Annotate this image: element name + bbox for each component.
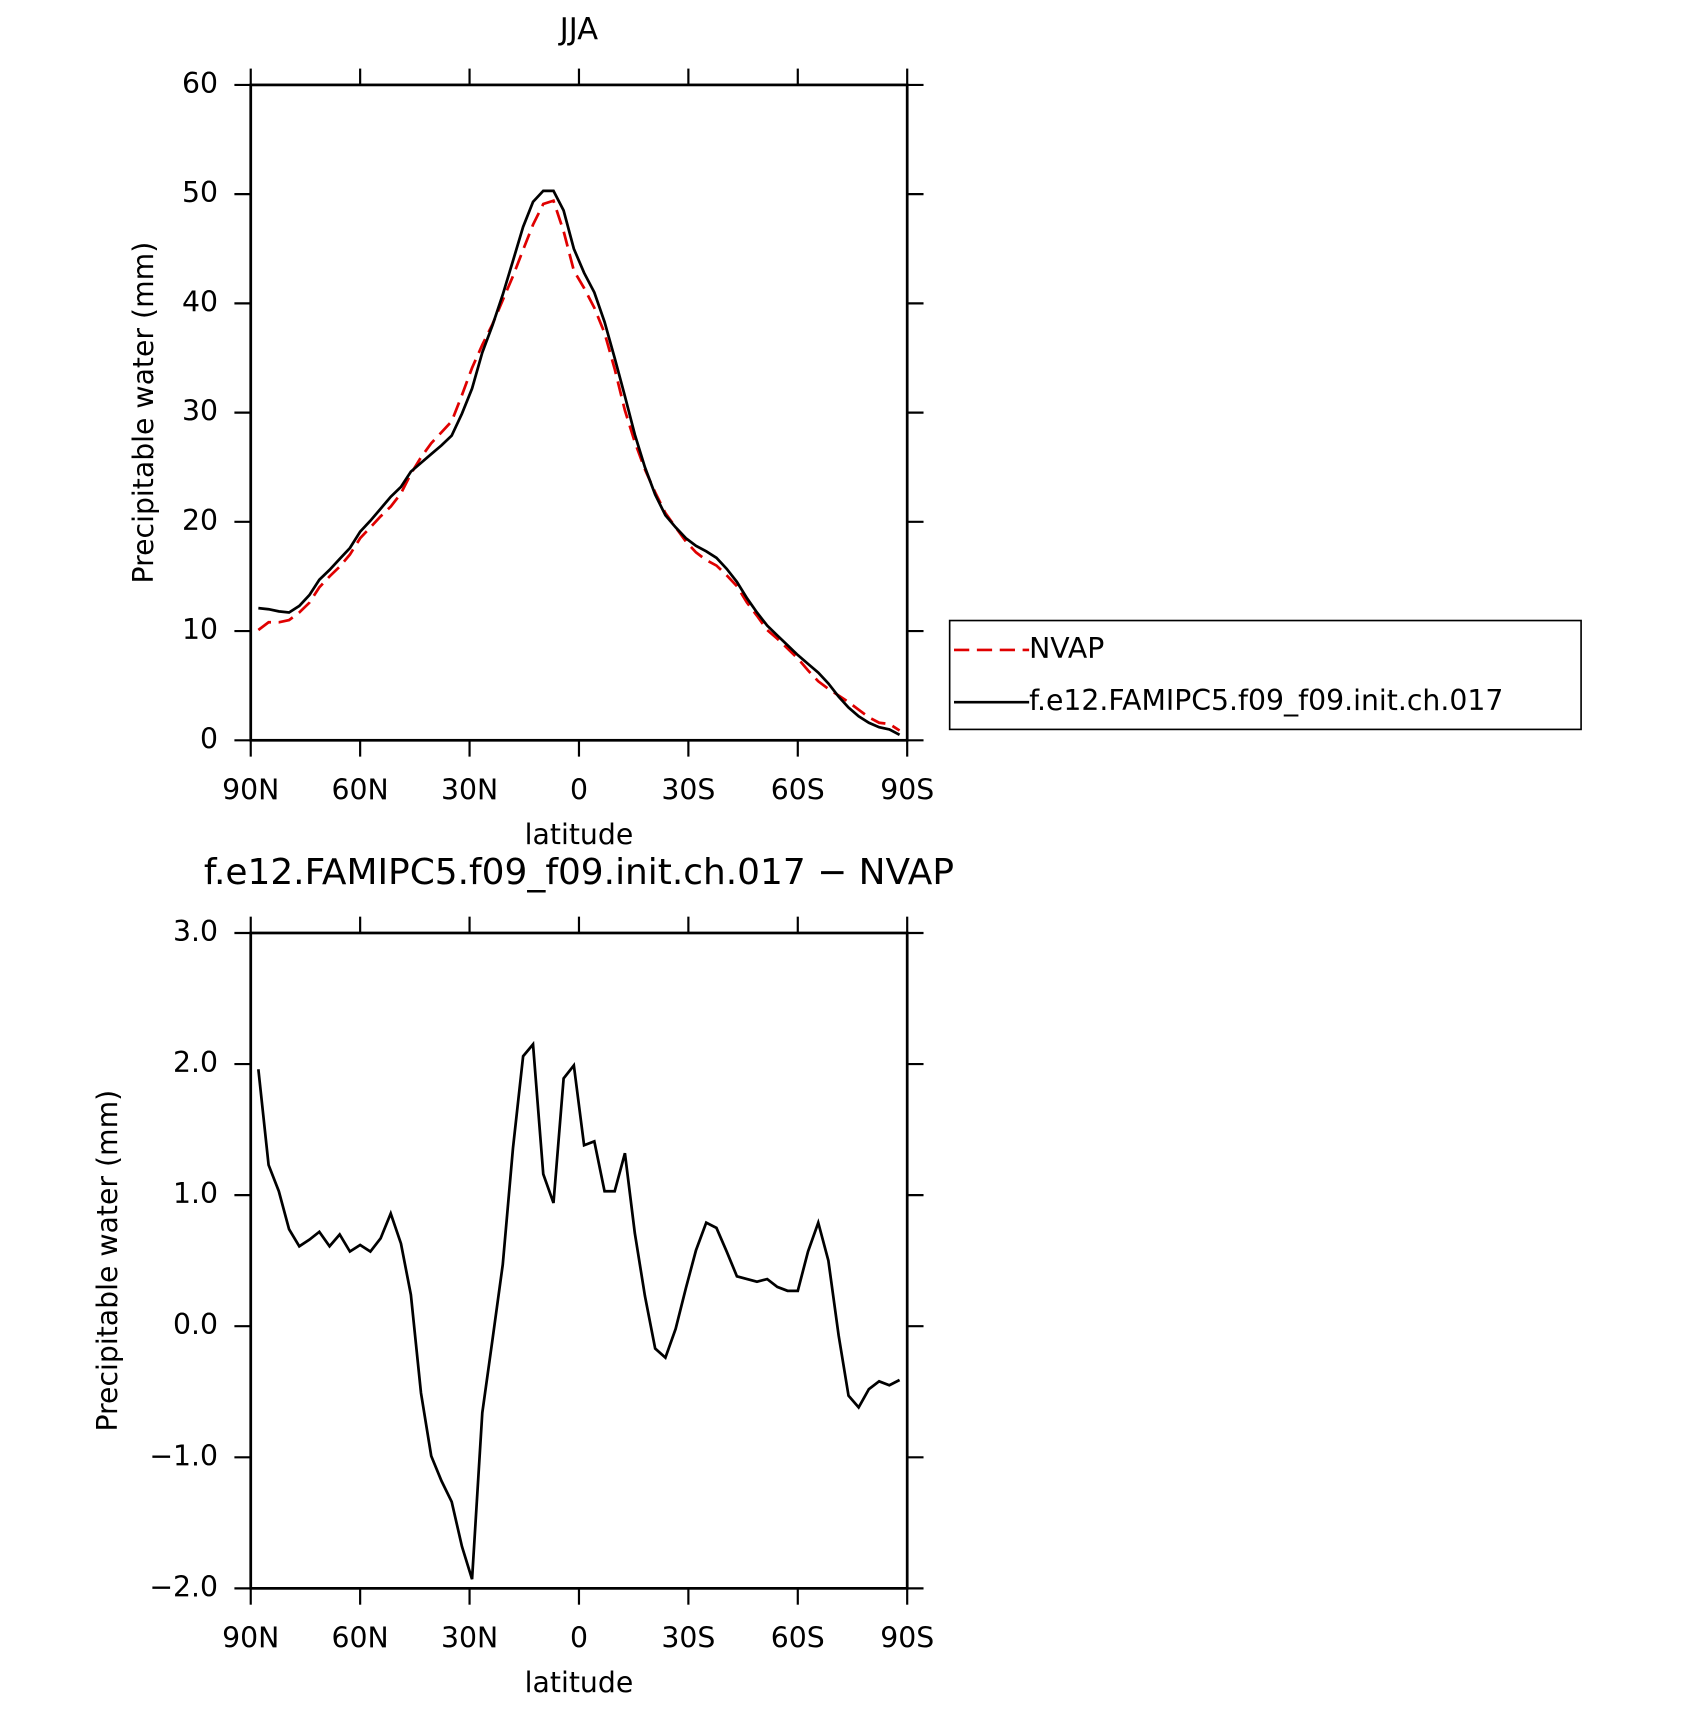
chart-title: f.e12.FAMIPC5.f09_f09.init.ch.017 − NVAP xyxy=(204,852,954,893)
legend-label: NVAP xyxy=(1029,632,1104,665)
x-tick-label: 60N xyxy=(332,773,389,806)
data-line xyxy=(257,1040,901,1580)
plot-frame xyxy=(249,83,909,742)
x-tick-label: 90S xyxy=(880,1622,934,1655)
plot-frame xyxy=(249,931,909,1590)
x-tick-label: 60S xyxy=(771,1622,825,1655)
y-axis-label: Precipitable water (mm) xyxy=(127,242,160,584)
x-tick-label: 30S xyxy=(661,1622,715,1655)
x-axis-label: latitude xyxy=(525,1666,634,1699)
x-tick-label: 30S xyxy=(661,773,715,806)
y-tick-label: 3.0 xyxy=(173,915,218,948)
x-tick-label: 60N xyxy=(332,1622,389,1655)
x-tick-label: 90N xyxy=(222,773,279,806)
x-tick-label: 0 xyxy=(570,1622,588,1655)
x-tick-label: 0 xyxy=(570,773,588,806)
x-tick-label: 90S xyxy=(880,773,934,806)
x-axis-label: latitude xyxy=(525,818,634,851)
y-axis-label: Precipitable water (mm) xyxy=(91,1090,124,1432)
y-tick-label: 40 xyxy=(182,285,218,318)
legend-box xyxy=(948,619,1582,731)
y-tick-label: 30 xyxy=(182,395,218,428)
data-line xyxy=(257,199,901,732)
y-tick-label: 0 xyxy=(200,722,218,755)
y-tick-label: 60 xyxy=(182,67,218,100)
y-tick-label: −1.0 xyxy=(149,1439,218,1472)
legend-label: f.e12.FAMIPC5.f09_f09.init.ch.017 xyxy=(1029,684,1503,717)
y-tick-label: 2.0 xyxy=(173,1046,218,1079)
data-line xyxy=(258,189,901,737)
y-tick-label: 1.0 xyxy=(173,1177,218,1210)
x-tick-label: 30N xyxy=(441,1622,498,1655)
y-tick-label: −2.0 xyxy=(149,1570,218,1603)
y-tick-label: 0.0 xyxy=(173,1308,218,1341)
y-tick-label: 10 xyxy=(182,613,218,646)
x-tick-label: 30N xyxy=(441,773,498,806)
y-tick-label: 20 xyxy=(182,504,218,537)
x-tick-label: 60S xyxy=(771,773,825,806)
x-tick-label: 90N xyxy=(222,1622,279,1655)
chart-title: JJA xyxy=(558,12,598,47)
y-tick-label: 50 xyxy=(182,176,218,209)
